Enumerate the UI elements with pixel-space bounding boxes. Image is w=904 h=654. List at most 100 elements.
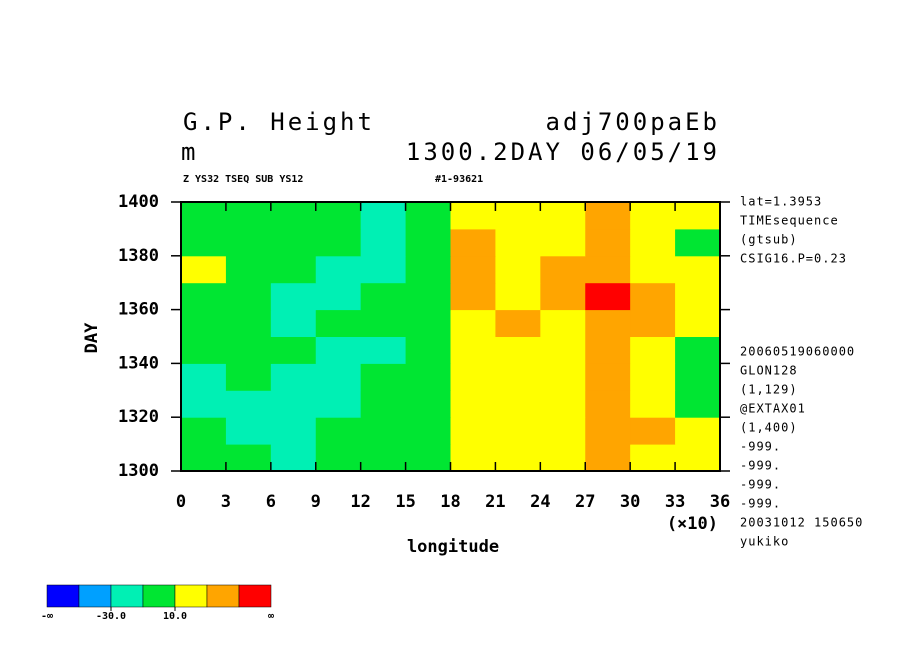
- heat-cell: [630, 309, 676, 337]
- heat-cell: [495, 417, 541, 445]
- heat-cell: [450, 255, 496, 284]
- unit: m: [181, 138, 198, 166]
- x-tick-label: 12: [350, 492, 370, 512]
- heat-cell: [360, 363, 407, 391]
- heat-cell: [630, 282, 676, 311]
- x-multiplier: (×10): [667, 514, 718, 534]
- heat-cell: [405, 282, 451, 311]
- heat-cell: [181, 202, 227, 230]
- heat-cell: [315, 444, 362, 472]
- heat-cell: [181, 444, 227, 472]
- y-tick-label: 1340: [118, 353, 159, 373]
- y-tick-label: 1360: [118, 300, 159, 320]
- heat-cell: [315, 390, 362, 418]
- colorbar-box: [78, 584, 112, 608]
- chart-title: G.P. Height: [183, 108, 375, 136]
- heat-cell: [675, 309, 721, 337]
- colorbar-label: 10.0: [163, 611, 187, 622]
- colorbar-label: ∞: [268, 611, 274, 622]
- heat-cell: [675, 336, 721, 364]
- heat-cell: [405, 255, 451, 284]
- heat-cell: [405, 390, 451, 418]
- colorbar-box: [238, 584, 272, 608]
- heat-cell: [630, 202, 676, 230]
- colorbar-label: -30.0: [96, 611, 126, 622]
- heat-cell: [675, 363, 721, 391]
- heat-cell: [181, 363, 227, 391]
- note: -999.: [740, 497, 781, 511]
- heat-cell: [495, 390, 541, 418]
- heat-cell: [181, 309, 227, 337]
- heat-cell: [450, 309, 496, 337]
- heat-cell: [630, 444, 676, 472]
- note: CSIG16.P=0.23: [740, 252, 847, 266]
- heat-cell: [360, 417, 407, 445]
- heat-cell: [270, 417, 317, 445]
- heat-cell: [540, 309, 586, 337]
- heat-cell: [270, 390, 317, 418]
- heat-cell: [360, 336, 407, 364]
- heat-cell: [585, 336, 631, 364]
- heat-cell: [360, 202, 407, 230]
- heat-cell: [405, 363, 451, 391]
- heat-cell: [540, 417, 586, 445]
- header-right: #1-93621: [435, 174, 483, 185]
- x-tick-label: 30: [620, 492, 640, 512]
- note: -999.: [740, 459, 781, 473]
- y-axis-label: DAY: [82, 322, 102, 353]
- x-tick-label: 24: [530, 492, 550, 512]
- header-left: Z YS32 TSEQ SUB YS12: [183, 174, 303, 185]
- heat-cell: [315, 202, 362, 230]
- heat-cell: [585, 309, 631, 337]
- y-tick-label: 1400: [118, 192, 159, 212]
- heat-cell: [270, 255, 317, 284]
- heat-cell: [675, 202, 721, 230]
- x-tick-label: 15: [395, 492, 415, 512]
- x-tick-label: 18: [440, 492, 460, 512]
- heat-cell: [405, 228, 451, 257]
- heat-cell: [405, 444, 451, 472]
- heat-cell: [495, 363, 541, 391]
- heat-cell: [540, 363, 586, 391]
- heat-cell: [630, 336, 676, 364]
- heat-cell: [181, 255, 227, 284]
- heat-cell: [540, 228, 586, 257]
- heat-cell: [225, 444, 272, 472]
- heat-cell: [540, 336, 586, 364]
- heat-cell: [495, 202, 541, 230]
- note: lat=1.3953: [740, 195, 822, 209]
- heat-cell: [315, 228, 362, 257]
- heat-cell: [405, 417, 451, 445]
- heat-cell: [181, 390, 227, 418]
- heat-cell: [225, 309, 272, 337]
- heat-cell: [450, 228, 496, 257]
- x-tick-label: 27: [575, 492, 595, 512]
- heat-cell: [315, 417, 362, 445]
- x-tick-label: 6: [266, 492, 276, 512]
- heat-cell: [225, 228, 272, 257]
- heat-cell: [360, 255, 407, 284]
- heat-cell: [225, 202, 272, 230]
- heat-cell: [495, 228, 541, 257]
- note: @EXTAX01: [740, 402, 806, 416]
- heat-cell: [450, 390, 496, 418]
- heat-cell: [270, 444, 317, 472]
- heat-cell: [225, 363, 272, 391]
- heat-cell: [495, 444, 541, 472]
- heat-cell: [675, 255, 721, 284]
- heat-cell: [540, 202, 586, 230]
- colorbar-box: [142, 584, 176, 608]
- heat-cell: [450, 363, 496, 391]
- heat-cell: [360, 228, 407, 257]
- heat-cell: [585, 444, 631, 472]
- x-tick-label: 3: [221, 492, 231, 512]
- heat-cell: [360, 309, 407, 337]
- heat-cell: [270, 228, 317, 257]
- heat-cell: [495, 309, 541, 337]
- heat-cell: [315, 336, 362, 364]
- note: (1,129): [740, 383, 798, 397]
- heat-cell: [495, 255, 541, 284]
- heat-cell: [585, 255, 631, 284]
- note: -999.: [740, 440, 781, 454]
